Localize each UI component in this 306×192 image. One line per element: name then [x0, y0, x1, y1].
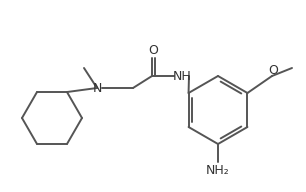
Text: N: N: [92, 81, 102, 94]
Text: NH₂: NH₂: [206, 164, 230, 176]
Text: O: O: [148, 45, 158, 57]
Text: NH: NH: [173, 70, 191, 83]
Text: O: O: [268, 64, 278, 76]
